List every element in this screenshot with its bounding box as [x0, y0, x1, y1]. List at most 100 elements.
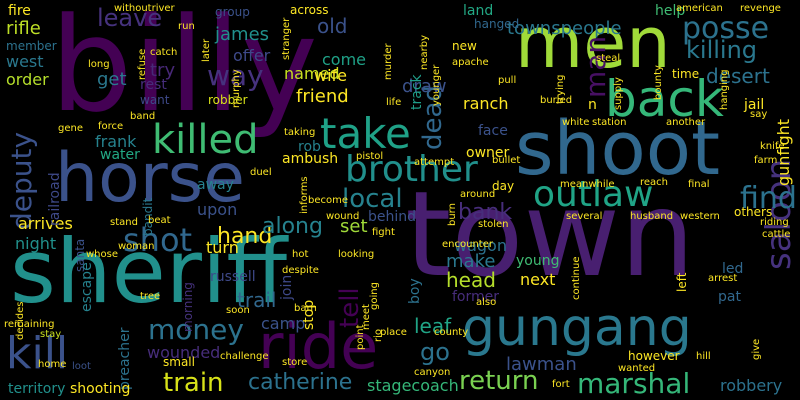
word: boy: [407, 278, 423, 304]
word: owner: [466, 145, 510, 161]
word: steal: [596, 53, 621, 64]
word: escape: [79, 262, 95, 312]
word: local: [342, 184, 403, 214]
word: station: [592, 117, 627, 128]
word: canyon: [414, 367, 451, 378]
word: another: [666, 117, 706, 128]
word: turn: [206, 238, 239, 257]
word: new: [452, 39, 477, 53]
word: along: [262, 214, 323, 239]
word: wife: [314, 66, 348, 85]
word: hanging: [719, 69, 730, 110]
word: loot: [72, 361, 91, 372]
word: want: [140, 93, 170, 107]
word: stranger: [281, 17, 292, 60]
word: burn: [447, 203, 458, 226]
word: former: [452, 289, 500, 305]
word: county: [434, 327, 469, 338]
word: ride: [258, 310, 379, 383]
word: looking: [338, 249, 375, 260]
word: behind: [368, 209, 417, 225]
word: make: [446, 251, 496, 272]
word: named: [284, 64, 340, 83]
word: time: [672, 67, 700, 81]
word: men: [515, 2, 671, 84]
word: refuse: [137, 48, 148, 80]
word: back: [605, 70, 724, 128]
word: farm: [754, 155, 778, 166]
word: join: [279, 274, 295, 300]
word: money: [148, 313, 244, 346]
word: killing: [686, 36, 758, 64]
word: go: [420, 338, 450, 366]
word: western: [680, 211, 720, 222]
word: desert: [706, 64, 770, 88]
word: later: [201, 38, 212, 62]
word: draw: [402, 76, 447, 97]
word: james: [215, 24, 270, 45]
word: revenge: [740, 3, 781, 14]
word: several: [566, 211, 603, 222]
word: find: [740, 181, 797, 216]
word: return: [459, 366, 539, 396]
word: billy: [50, 0, 318, 141]
word: shooting: [70, 381, 131, 397]
word: land: [463, 3, 494, 19]
word: barn: [294, 303, 317, 314]
word: fire: [8, 3, 31, 19]
word: nearby: [419, 35, 430, 70]
word: leave: [97, 4, 163, 32]
word: run: [178, 21, 195, 32]
word: rifle: [6, 18, 41, 39]
word: murphy: [231, 69, 242, 108]
word: give: [751, 338, 762, 360]
word: wound: [326, 211, 360, 222]
word: get: [97, 69, 127, 90]
word: challenge: [220, 351, 269, 362]
word: rest: [140, 77, 167, 93]
word: head: [446, 268, 496, 292]
word: man: [579, 35, 612, 98]
word: territory: [8, 381, 66, 397]
word: order: [6, 70, 49, 89]
word: place: [380, 327, 407, 338]
word: wounded: [147, 343, 221, 362]
word: water: [100, 147, 140, 163]
word: night: [15, 234, 57, 253]
word: remaining: [4, 319, 55, 330]
word: townspeople: [507, 18, 622, 39]
word: railroad: [47, 172, 63, 226]
word: bullet: [492, 155, 521, 166]
word: say: [750, 109, 768, 120]
word: american: [676, 3, 723, 14]
word: ambush: [282, 151, 339, 167]
word: long: [88, 59, 110, 70]
word: outlaw: [533, 174, 654, 215]
word: take: [320, 109, 411, 158]
word: stolen: [478, 219, 509, 230]
word: killed: [152, 117, 259, 163]
word: pat: [718, 289, 741, 305]
word: offer: [233, 46, 271, 65]
word: shoot: [515, 106, 721, 192]
word: riding: [760, 217, 789, 228]
word: murder: [383, 43, 394, 80]
word: become: [308, 195, 349, 206]
word: day: [492, 179, 515, 193]
word: marshal: [577, 367, 691, 400]
word: fight: [372, 227, 395, 238]
word: friend: [296, 86, 349, 107]
word: store: [282, 357, 308, 368]
word: catch: [150, 47, 178, 58]
word: wagon: [454, 236, 507, 255]
word: robber: [208, 93, 248, 107]
word: brother: [345, 149, 478, 190]
word: rob: [298, 139, 321, 155]
word: morning: [181, 282, 195, 332]
word: hill: [696, 351, 711, 362]
word: led: [722, 261, 744, 277]
word: continue: [571, 256, 582, 300]
word: gungang: [462, 298, 692, 358]
word: despite: [282, 265, 319, 276]
